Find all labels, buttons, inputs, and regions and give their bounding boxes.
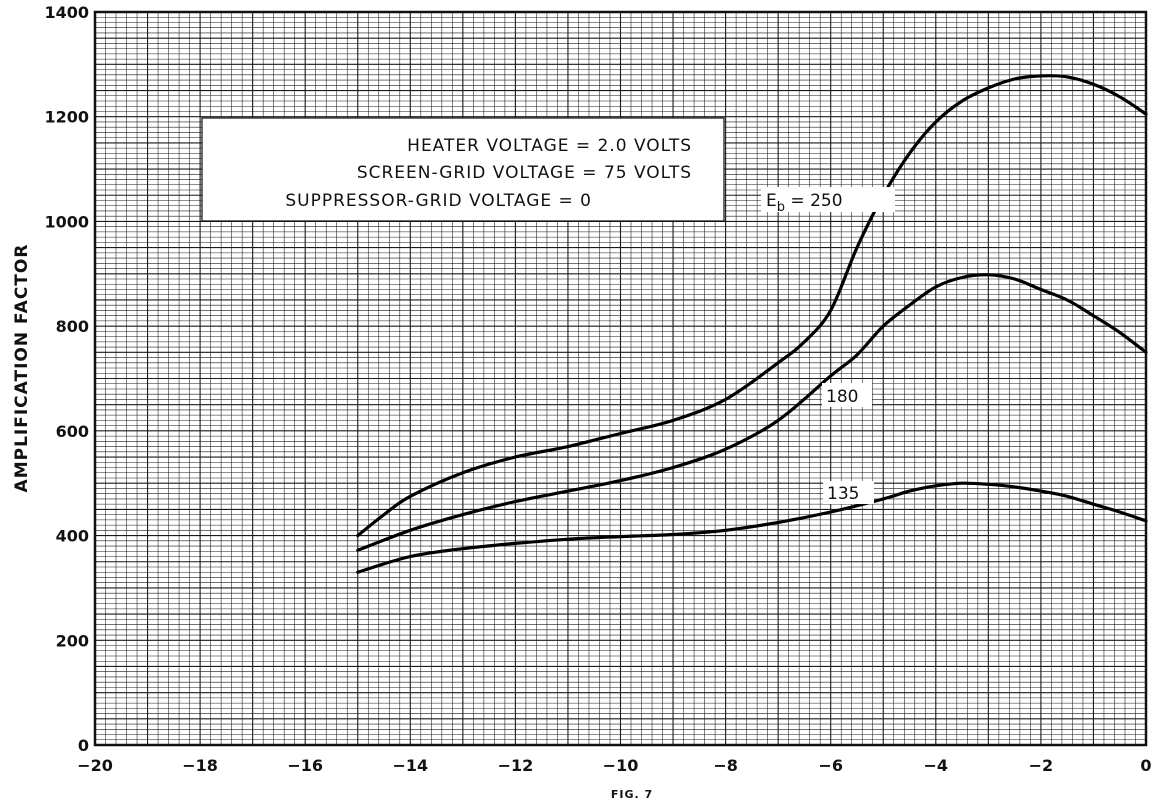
x-tick-label: −2 [1029, 756, 1054, 775]
curve-label-250-sub: b [777, 200, 785, 215]
y-tick-label: 1200 [44, 108, 89, 127]
y-tick-label: 0 [78, 736, 89, 755]
x-tick-label: −6 [818, 756, 843, 775]
figure-caption: FIG. 7 [611, 788, 653, 801]
y-tick-label: 800 [56, 317, 89, 336]
y-tick-labels: 0 200 400 600 800 1000 1200 1400 [44, 3, 89, 755]
curve-label-180: 180 [826, 387, 858, 407]
x-tick-label: 0 [1140, 756, 1151, 775]
x-tick-label: −4 [924, 756, 949, 775]
x-tick-label: −10 [603, 756, 639, 775]
series-lines [356, 74, 1148, 574]
x-tick-label: −16 [287, 756, 323, 775]
x-tick-label: −8 [713, 756, 738, 775]
x-tick-label: −14 [392, 756, 428, 775]
y-tick-label: 1000 [44, 212, 89, 231]
y-tick-label: 400 [56, 527, 89, 546]
x-tick-label: −20 [77, 756, 113, 775]
y-tick-label: 600 [56, 422, 89, 441]
series-line-180 [356, 273, 1148, 552]
x-tick-label: −12 [498, 756, 534, 775]
screen-grid-voltage-note: SCREEN-GRID VOLTAGE = 75 VOLTS [357, 163, 692, 183]
x-tick-label: −18 [182, 756, 218, 775]
x-tick-labels: −20 −18 −16 −14 −12 −10 −8 −6 −4 −2 0 [77, 756, 1151, 775]
curve-label-250-e: E [766, 191, 777, 211]
curve-label-250: Eb = 250 [766, 191, 843, 215]
plot-frame [93, 10, 1148, 747]
curve-labels: Eb = 250 180 135 [761, 187, 895, 504]
curve-label-250-value: = 250 [785, 191, 843, 211]
conditions-box: HEATER VOLTAGE = 2.0 VOLTS SCREEN-GRID V… [201, 117, 725, 222]
series-line-135 [356, 481, 1148, 574]
y-axis-title: AMPLIFICATION FACTOR [12, 244, 32, 493]
y-tick-label: 200 [56, 631, 89, 650]
suppressor-grid-voltage-note: SUPPRESSOR-GRID VOLTAGE = 0 [285, 191, 592, 211]
heater-voltage-note: HEATER VOLTAGE = 2.0 VOLTS [407, 136, 692, 156]
series-line-250 [356, 74, 1148, 538]
y-tick-label: 1400 [44, 3, 89, 22]
curve-label-135: 135 [827, 484, 859, 504]
